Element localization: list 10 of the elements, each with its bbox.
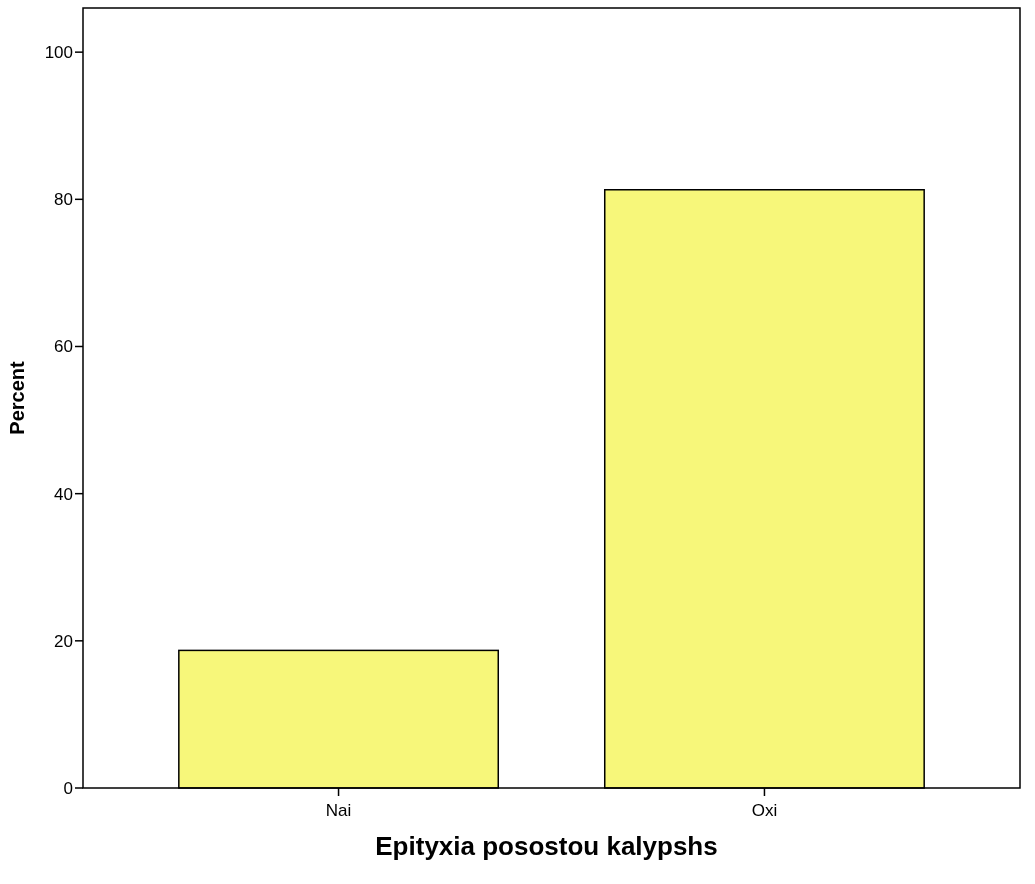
y-axis-title: Percent [6,360,28,435]
y-tick-label: 80 [54,190,73,210]
y-tick-label: 40 [54,484,73,504]
y-tick-label: 0 [63,778,73,798]
x-tick-label: Oxi [751,801,778,820]
y-tick-label: 20 [54,631,73,651]
x-axis-title: Epityxia posostou kalypshs [375,831,718,861]
y-tick-label: 60 [54,337,73,357]
x-tick-label: Nai [325,801,352,820]
y-tick-label: 100 [44,43,73,63]
